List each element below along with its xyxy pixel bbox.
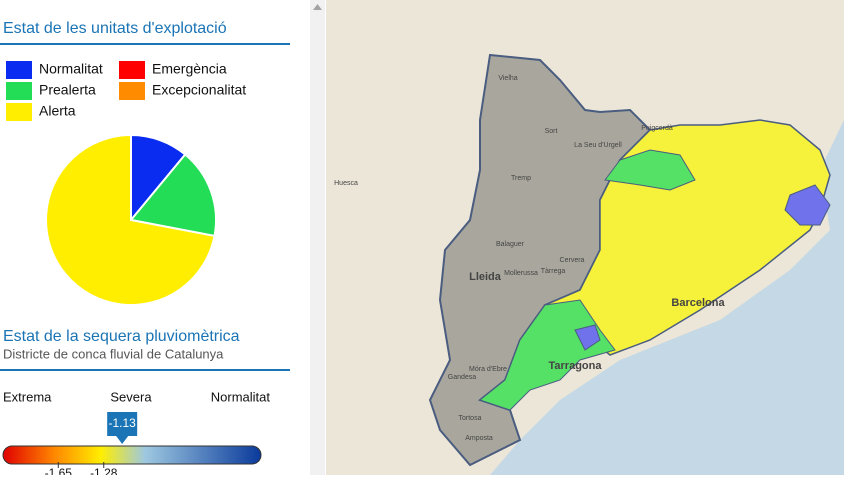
legend-label: Emergència	[152, 61, 227, 77]
legend-label: Alerta	[39, 103, 76, 119]
map-label: Barcelona	[671, 297, 725, 309]
sea	[490, 120, 844, 475]
scale-label: Extrema	[3, 389, 52, 404]
map-label: Tortosa	[459, 415, 482, 422]
region-green-north[interactable]	[604, 149, 696, 191]
scrollbar[interactable]	[310, 0, 325, 475]
marker-box	[107, 412, 138, 436]
map-label: Tàrrega	[541, 268, 566, 275]
marker-pointer	[116, 436, 129, 444]
legend-label: Prealerta	[39, 82, 96, 98]
pie-slice[interactable]	[45, 133, 216, 306]
marker-label: -1.13	[108, 416, 136, 430]
map-label: Puigcerdà	[641, 125, 673, 132]
map-label: Tarragona	[549, 360, 603, 372]
map-label: Huesca	[334, 180, 358, 187]
map-label: Vielha	[498, 75, 517, 82]
scale-label: Normalitat	[211, 389, 271, 404]
scale-label: Severa	[110, 389, 152, 404]
map-label: Amposta	[465, 435, 493, 442]
map-label: La Seu d'Urgell	[574, 142, 622, 149]
scroll-up[interactable]	[313, 4, 322, 10]
map-label: Tremp	[511, 175, 531, 182]
legend-swatch	[6, 61, 32, 79]
region-blue-south[interactable]	[574, 324, 601, 351]
drought-scale	[2, 445, 262, 465]
scale-tick-label: -1.65	[45, 466, 73, 475]
region-blue-north[interactable]	[784, 184, 831, 226]
legend-label: Normalitat	[39, 61, 103, 77]
map-label: Cervera	[560, 257, 585, 264]
map-label: Balaguer	[496, 241, 525, 248]
scale-tick-label: -1.28	[90, 466, 118, 475]
drought-subtitle: Districte de conca fluvial de Catalunya	[3, 346, 224, 361]
legend-swatch	[6, 82, 32, 100]
pie-slice[interactable]	[129, 153, 217, 238]
map-label: Lleida	[469, 271, 502, 283]
map-label: Mollerussa	[504, 270, 538, 277]
region-green-south[interactable]	[478, 299, 616, 411]
map-label: Móra d'Ebre	[469, 366, 507, 373]
legend-swatch	[119, 61, 145, 79]
map-label: Gandesa	[448, 374, 477, 381]
legend-swatch	[119, 82, 145, 100]
legend-label: Excepcionalitat	[152, 82, 246, 98]
drought-title: Estat de la sequera pluviomètrica	[3, 328, 240, 345]
map-label: Sort	[545, 128, 558, 135]
panel-title: Estat de les unitats d'explotació	[3, 20, 227, 37]
legend-swatch	[6, 103, 32, 121]
